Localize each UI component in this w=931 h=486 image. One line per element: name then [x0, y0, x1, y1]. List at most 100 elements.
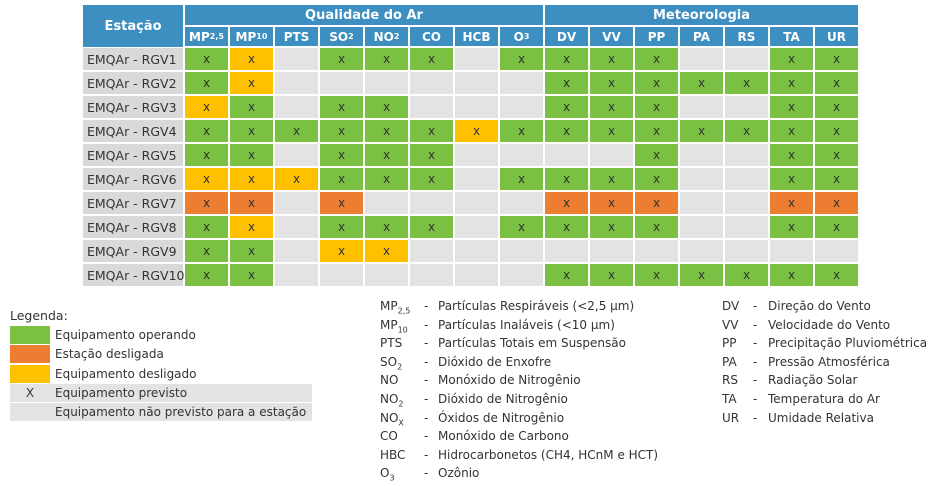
status-cell	[275, 264, 318, 286]
abbr-description: Temperatura do Ar	[768, 392, 880, 406]
status-cell: x	[770, 96, 813, 118]
legend-row-bg	[10, 403, 312, 422]
status-cell: x	[365, 216, 408, 238]
status-cell	[320, 72, 363, 94]
status-cell: x	[635, 72, 678, 94]
cell-mark: x	[247, 196, 256, 210]
cell-mark: x	[562, 76, 571, 90]
cell-mark: x	[202, 220, 211, 234]
abbr-separator: -	[424, 410, 429, 425]
status-cell: x	[230, 192, 273, 214]
status-cell: x	[275, 168, 318, 190]
status-cell	[455, 48, 498, 70]
label-sub: 10	[397, 324, 408, 334]
status-cell: x	[815, 48, 858, 70]
status-cell: x	[815, 216, 858, 238]
abbr-description: Precipitação Pluviométrica	[768, 336, 928, 351]
status-cell: x	[365, 120, 408, 142]
cell-mark: x	[562, 124, 571, 138]
label-base: NO	[380, 410, 399, 425]
station-cell: EMQAr - RGV7	[83, 192, 183, 214]
cell-mark: x	[787, 124, 796, 138]
abbr: NO	[380, 373, 398, 387]
label-text: PTS	[380, 336, 403, 351]
cell-mark: x	[697, 124, 706, 138]
cell-mark: x	[337, 220, 346, 234]
status-cell: x	[680, 264, 723, 286]
abbr: PA	[722, 355, 737, 369]
status-cell: x	[500, 168, 543, 190]
cell-mark: x	[202, 100, 211, 114]
cell-mark: x	[247, 268, 256, 282]
cell-mark: x	[202, 76, 211, 90]
cell-mark: x	[382, 148, 391, 162]
status-cell	[275, 144, 318, 166]
status-cell	[410, 96, 453, 118]
cell-mark: x	[472, 124, 481, 138]
cell-mark: x	[202, 124, 211, 138]
column-header: SO 2	[320, 27, 363, 46]
status-cell	[455, 240, 498, 262]
abbr-description: Óxidos de Nitrogênio	[438, 410, 565, 425]
abbr-description: Pressão Atmosférica	[768, 354, 890, 369]
cell-mark: x	[607, 100, 616, 114]
status-cell: x	[185, 264, 228, 286]
station-name: EMQAr - RGV5	[87, 147, 177, 163]
station-name: EMQAr - RGV8	[87, 219, 177, 235]
cell-mark: x	[337, 124, 346, 138]
status-cell: x	[635, 264, 678, 286]
abbr: VV	[722, 318, 738, 332]
abbr-separator: -	[424, 336, 429, 351]
cell-mark: x	[697, 268, 706, 282]
label-text: CO	[380, 429, 398, 444]
status-cell: x	[815, 72, 858, 94]
label-base: MP	[380, 317, 398, 332]
cell-mark: x	[337, 244, 346, 258]
status-cell	[455, 144, 498, 166]
status-cell: x	[230, 48, 273, 70]
abbr: MP2,5	[380, 299, 410, 315]
status-cell	[365, 192, 408, 214]
cell-mark: x	[652, 220, 661, 234]
cell-mark: x	[247, 172, 256, 186]
station-cell: EMQAr - RGV6	[83, 168, 183, 190]
status-cell: x	[590, 72, 633, 94]
abbr-description: Direção do Vento	[768, 299, 871, 313]
abbr-description: Partículas Respiráveis (<2,5 µm)	[438, 299, 635, 313]
column-header: RS	[725, 27, 768, 46]
cell-mark: x	[562, 100, 571, 114]
label-text: TA	[722, 392, 737, 406]
cell-mark: x	[832, 100, 841, 114]
cell-mark: x	[562, 220, 571, 234]
cell-mark: x	[382, 220, 391, 234]
status-cell	[500, 72, 543, 94]
status-cell: x	[635, 168, 678, 190]
status-cell: x	[590, 192, 633, 214]
station-cell: EMQAr - RGV8	[83, 216, 183, 238]
abbr: MP10	[380, 318, 408, 334]
cell-mark: x	[832, 172, 841, 186]
cell-mark: x	[247, 220, 256, 234]
station-cell: EMQAr - RGV4	[83, 120, 183, 142]
label-text: RS	[722, 373, 738, 388]
status-cell: x	[590, 96, 633, 118]
abbr-separator: -	[753, 373, 758, 388]
cell-mark: x	[832, 220, 841, 234]
status-cell	[545, 144, 588, 166]
status-cell: x	[680, 72, 723, 94]
status-cell	[365, 72, 408, 94]
abbr-separator: -	[753, 392, 758, 406]
cell-mark: x	[787, 76, 796, 90]
status-cell: x	[770, 168, 813, 190]
cell-mark: x	[427, 52, 436, 66]
station-name: EMQAr - RGV10	[87, 267, 185, 283]
label-sub: 2	[393, 32, 400, 41]
label-text: PP	[722, 336, 737, 351]
abbr-separator: -	[424, 447, 429, 462]
status-cell: x	[185, 192, 228, 214]
status-cell: x	[590, 168, 633, 190]
abbr-description: Hidrocarbonetos (CH4, HCnM e HCT)	[438, 447, 659, 462]
status-cell: x	[545, 48, 588, 70]
abbr-description: Dióxido de Enxofre	[438, 354, 552, 369]
abbr-description: Dióxido de Nitrogênio	[438, 392, 568, 406]
